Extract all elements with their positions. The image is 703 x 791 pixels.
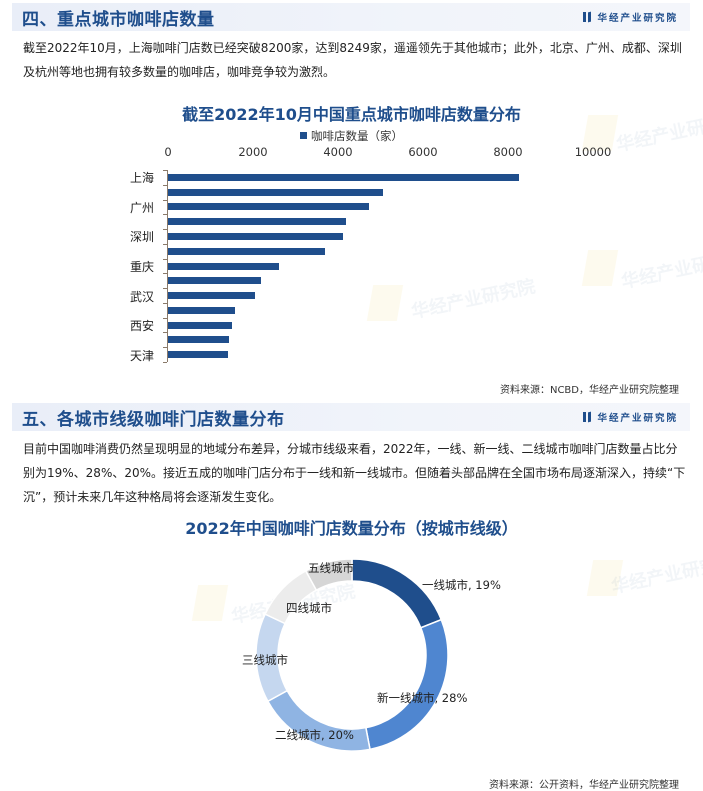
bar [168,336,230,344]
bar [168,262,279,270]
donut-segment [364,618,449,751]
y-tick [163,170,167,171]
donut-data-label: 一线城市, 19% [422,578,501,592]
x-tick-label: 8000 [493,145,523,159]
y-category-label: 深圳 [130,230,155,245]
y-tick [163,317,167,319]
bar [168,277,262,285]
donut-data-label: 三线城市 [242,653,288,667]
bar [168,351,228,359]
bar [168,292,256,300]
bar-chart-title: 截至2022年10月中国重点城市咖啡店数量分布 [182,105,521,124]
y-tick [163,288,167,290]
watermark-text: 华经产业研究院 [409,276,538,323]
watermark-text: 华经产业研究院 [609,551,703,598]
brand-logo-icon [583,12,592,22]
x-tick-label: 10000 [574,145,612,159]
y-tick [163,332,167,334]
source-note: 资料来源：公开资料，华经产业研究院整理 [489,780,679,791]
y-tick [163,302,167,304]
bar [168,306,236,314]
y-tick [163,199,167,201]
section4-paragraph: 截至2022年10月，上海咖啡门店数已经突破8200家，达到8249家，遥遥领先… [23,41,682,79]
brand-logo-icon [583,412,592,422]
brand-logo: 华经产业研究院 [583,10,678,24]
bar [168,218,347,226]
section5-paragraph: 目前中国咖啡消费仍然呈现明显的地域分布差异，分城市线级来看，2022年，一线、新… [23,442,686,504]
donut-data-label: 四线城市 [286,601,332,615]
watermark-logo [191,585,229,621]
legend-swatch [300,132,307,139]
y-category-label: 西安 [130,319,155,334]
brand-name: 华经产业研究院 [597,13,678,24]
donut-data-label: 二线城市, 20% [275,728,354,742]
y-tick [163,347,167,349]
watermark-logo [581,250,619,286]
y-category-label: 上海 [130,171,155,186]
brand-name: 华经产业研究院 [597,413,678,424]
section-title: 五、各城市线级咖啡门店数量分布 [22,409,285,430]
source-note: 资料来源：NCBD，华经产业研究院整理 [499,385,679,396]
bar [168,173,519,181]
y-tick [163,362,167,363]
watermark-logo [586,560,624,596]
bar [168,203,370,211]
x-tick-label: 0 [164,145,172,159]
y-category-label: 广州 [130,200,155,215]
donut-segment [351,558,443,629]
bar-chart-legend: 咖啡店数量（家） [0,128,703,144]
y-tick [163,273,167,275]
y-tick [163,184,167,186]
x-tick-label: 2000 [238,145,268,159]
section-header-4: 四、重点城市咖啡店数量 华经产业研究院 [12,3,690,31]
watermark-text: 华经产业研究院 [619,246,703,293]
x-tick-label: 6000 [408,145,438,159]
y-tick [163,229,167,231]
x-tick-label: 4000 [323,145,353,159]
section-title: 四、重点城市咖啡店数量 [22,9,215,30]
donut-data-label: 五线城市 [308,561,354,575]
donut-chart-title: 2022年中国咖啡门店数量分布（按城市线级） [185,519,518,538]
watermark-logo [366,285,404,321]
y-axis-line [167,170,168,362]
donut-data-label: 新一线城市, 28% [377,691,468,705]
y-tick [163,243,167,245]
legend-label: 咖啡店数量（家） [311,129,403,143]
brand-logo: 华经产业研究院 [583,410,678,424]
y-tick [163,214,167,216]
y-category-label: 天津 [130,348,155,363]
y-category-label: 武汉 [130,289,155,304]
bar [168,232,344,240]
y-tick [163,258,167,260]
y-category-label: 重庆 [130,260,155,274]
bar [168,247,325,255]
bar [168,321,233,329]
bar [168,188,383,196]
section-header-5: 五、各城市线级咖啡门店数量分布 华经产业研究院 [12,403,690,431]
